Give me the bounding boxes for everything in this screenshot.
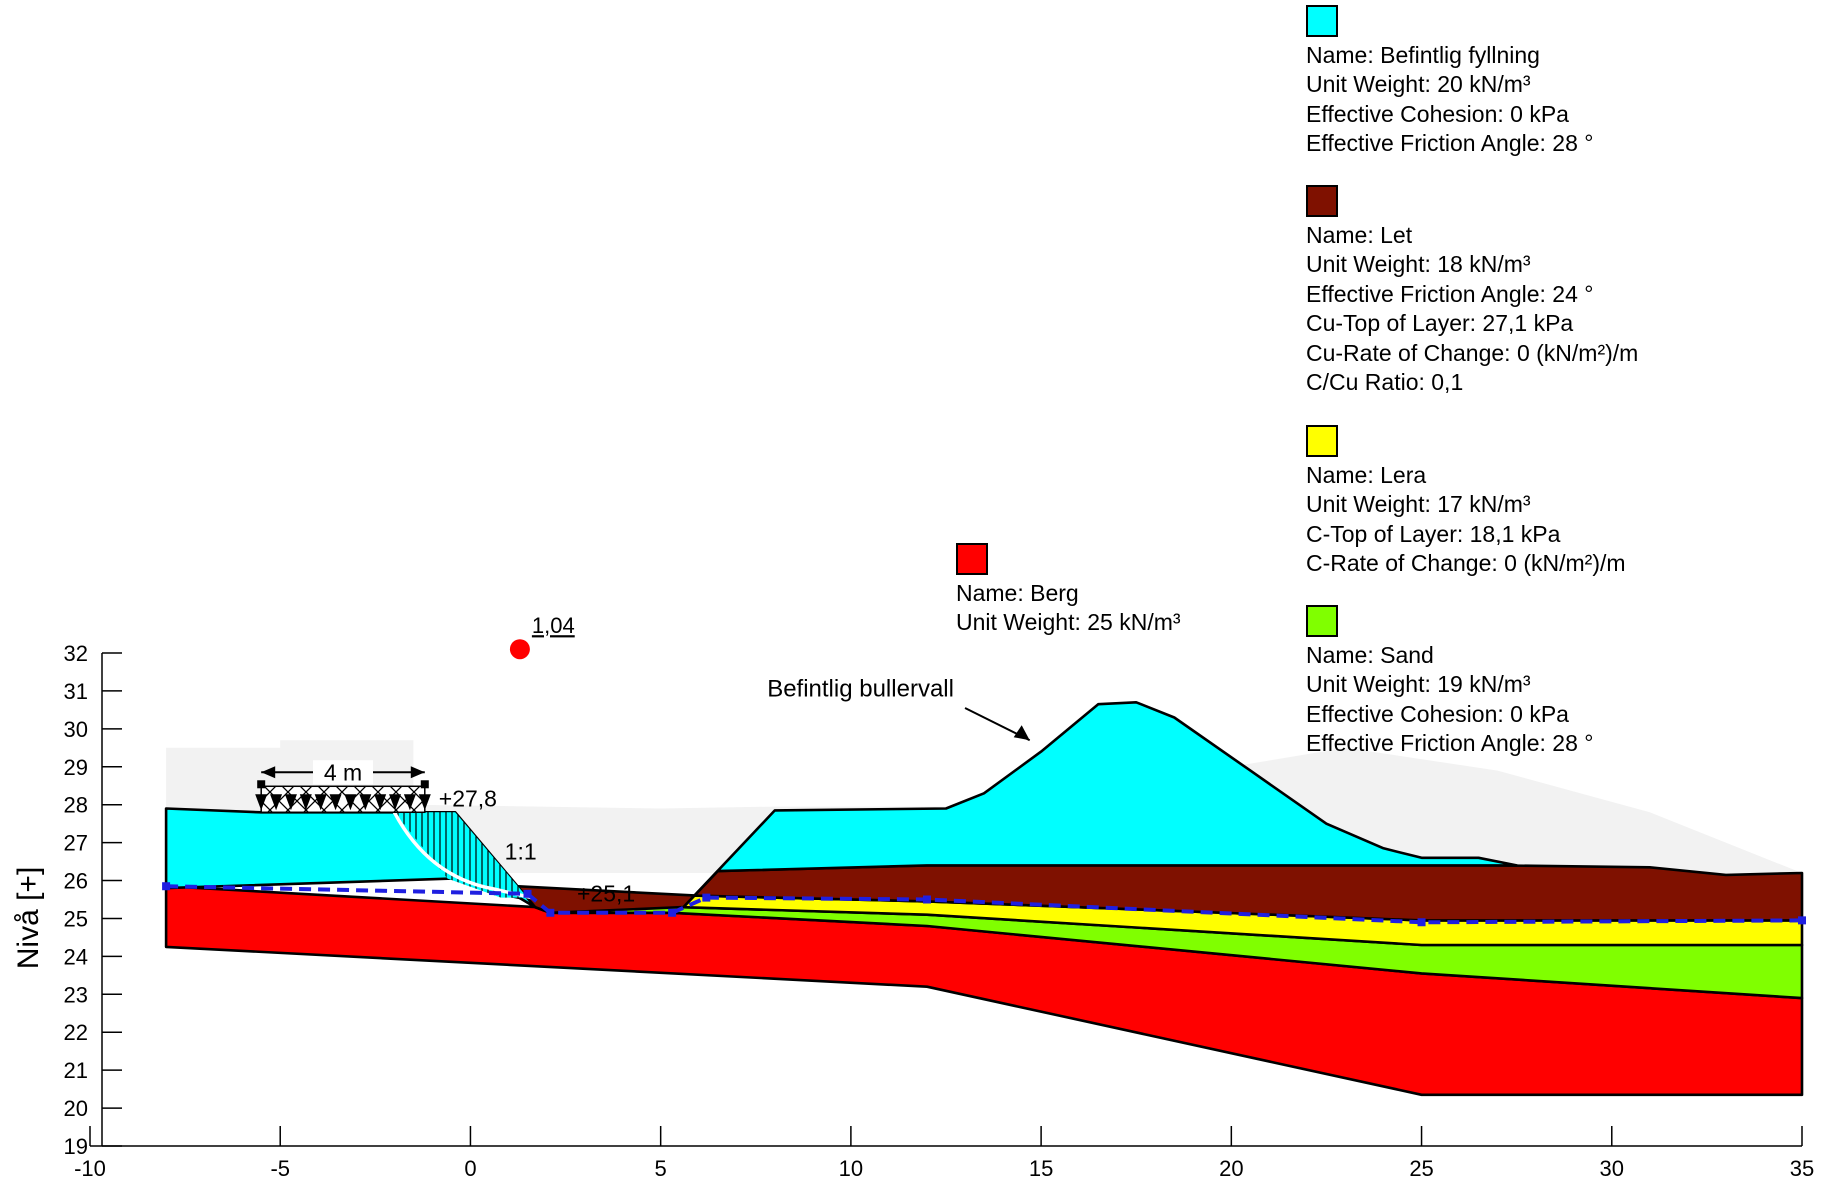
legend-line: Name: Befintlig fyllning xyxy=(1306,42,1540,68)
water-table-node xyxy=(1417,918,1426,927)
load-arrow xyxy=(284,794,297,811)
legend-line: Effective Cohesion: 0 kPa xyxy=(1306,100,1569,127)
slip-circle-center xyxy=(509,639,530,660)
legend-line: Effective Friction Angle: 28 ° xyxy=(1306,730,1594,757)
load-arrow xyxy=(389,794,402,811)
slip-surface xyxy=(392,811,532,900)
legend-line: Cu-Top of Layer: 27,1 kPa xyxy=(1306,310,1574,337)
y-tick-label: 21 xyxy=(64,1058,88,1083)
y-axis-label: Nivå [+] xyxy=(12,867,45,970)
y-tick-label: 23 xyxy=(64,982,88,1007)
load-arrow xyxy=(255,794,268,811)
material-swatch xyxy=(956,543,988,575)
legend-line: Unit Weight: 17 kN/m³ xyxy=(1306,491,1531,518)
legend-line: Name: Let xyxy=(1306,222,1413,248)
y-tick-label: 20 xyxy=(64,1096,88,1121)
legend-line: C/Cu Ratio: 0,1 xyxy=(1306,369,1464,396)
load-width-label-bg xyxy=(312,760,373,785)
material-legend-let: Name: Let Unit Weight: 18 kN/m³ Effectiv… xyxy=(1306,185,1638,397)
x-tick-label: 15 xyxy=(1029,1156,1053,1181)
sliding-wedge-hatch xyxy=(394,812,528,898)
load-arrow xyxy=(329,794,342,811)
load-arrow xyxy=(270,794,283,811)
material-swatch xyxy=(1306,5,1338,37)
soil-layers xyxy=(164,700,1804,1097)
y-tick-label: 32 xyxy=(64,641,88,666)
water-table-node xyxy=(702,893,711,902)
legend-line: Cu-Rate of Change: 0 (kN/m²)/m xyxy=(1306,339,1639,366)
dimension-node xyxy=(420,780,429,789)
material-legend-befintlig-fyllning: Name: Befintlig fyllning Unit Weight: 20… xyxy=(1306,5,1593,159)
x-tick-label: 0 xyxy=(464,1156,476,1181)
material-legend-lera: Name: Lera Unit Weight: 17 kN/m³ C-Top o… xyxy=(1306,425,1626,579)
bullervall-label: Befintlig bullervall xyxy=(767,676,954,703)
load-arrow xyxy=(359,794,372,811)
analysis-overlays xyxy=(162,639,1806,927)
y-tick-label: 30 xyxy=(64,717,88,742)
legend-line: C-Rate of Change: 0 (kN/m²)/m xyxy=(1306,550,1626,577)
x-tick-label: 10 xyxy=(839,1156,863,1181)
legend-line: Name: Sand xyxy=(1306,642,1434,668)
x-tick-label: -5 xyxy=(270,1156,290,1181)
legend-line: Unit Weight: 20 kN/m³ xyxy=(1306,71,1531,98)
load-arrow xyxy=(403,794,416,811)
x-tick-label: 30 xyxy=(1600,1156,1624,1181)
material-swatch xyxy=(1306,425,1338,457)
safety-factor-label: 1,04 xyxy=(532,613,575,638)
water-table-node xyxy=(523,889,532,898)
y-tick-label: 25 xyxy=(64,906,88,931)
y-tick-label: 27 xyxy=(64,831,88,856)
layer-bullervall xyxy=(682,700,1518,909)
y-tick-label: 28 xyxy=(64,793,88,818)
crest-level-label: +27,8 xyxy=(439,785,497,811)
load-arrow xyxy=(299,794,312,811)
load-width-label: 4 m xyxy=(324,759,362,785)
x-tick-label: 35 xyxy=(1790,1156,1814,1181)
water-table-node xyxy=(1798,916,1806,925)
legend-line: C-Top of Layer: 18,1 kPa xyxy=(1306,520,1561,547)
legend-line: Unit Weight: 25 kN/m³ xyxy=(956,609,1181,636)
material-legend-sand: Name: Sand Unit Weight: 19 kN/m³ Effecti… xyxy=(1306,605,1593,759)
ditch-level-label: +25,1 xyxy=(577,880,635,906)
water-table-node xyxy=(546,908,555,917)
y-tick-label: 26 xyxy=(64,869,88,894)
y-tick-label: 24 xyxy=(64,944,88,969)
legend-line: Effective Friction Angle: 28 ° xyxy=(1306,130,1594,157)
x-tick-label: -10 xyxy=(74,1156,106,1181)
y-tick-label: 29 xyxy=(64,755,88,780)
x-tick-label: 20 xyxy=(1219,1156,1243,1181)
y-tick-label: 19 xyxy=(64,1134,88,1159)
axes: 19 20 21 22 23 24 25 26 27 28 29 30 31 32 -10 -5 0 5 10 15 2… xyxy=(64,641,1815,1181)
load-arrow xyxy=(344,794,357,811)
x-tick-label: 25 xyxy=(1409,1156,1433,1181)
legend-line: Name: Berg xyxy=(956,580,1079,606)
y-tick-label: 22 xyxy=(64,1020,88,1045)
x-tick-label: 5 xyxy=(655,1156,667,1181)
legend-line: Unit Weight: 18 kN/m³ xyxy=(1306,251,1531,278)
material-legend-berg: Name: Berg Unit Weight: 25 kN/m³ xyxy=(956,543,1181,638)
bullervall-arrow-head xyxy=(1013,725,1030,741)
material-swatch xyxy=(1306,185,1338,217)
dimension-arrow-right xyxy=(410,766,425,779)
load-arrow xyxy=(314,794,327,811)
legend-line: Effective Friction Angle: 24 ° xyxy=(1306,280,1594,307)
load-arrow xyxy=(418,794,431,811)
y-tick-label: 31 xyxy=(64,679,88,704)
legend-line: Unit Weight: 19 kN/m³ xyxy=(1306,671,1531,698)
legend-line: Effective Cohesion: 0 kPa xyxy=(1306,700,1569,727)
surcharge-load xyxy=(260,785,426,814)
load-arrow xyxy=(374,794,387,811)
water-table-node xyxy=(162,882,171,891)
water-table-node xyxy=(668,908,677,917)
legend-line: Name: Lera xyxy=(1306,462,1427,488)
water-table-node xyxy=(922,895,931,904)
material-swatch xyxy=(1306,605,1338,637)
slope-ratio-label: 1:1 xyxy=(505,839,537,865)
dimension-node xyxy=(257,780,266,789)
dimension-arrow-left xyxy=(261,766,276,779)
